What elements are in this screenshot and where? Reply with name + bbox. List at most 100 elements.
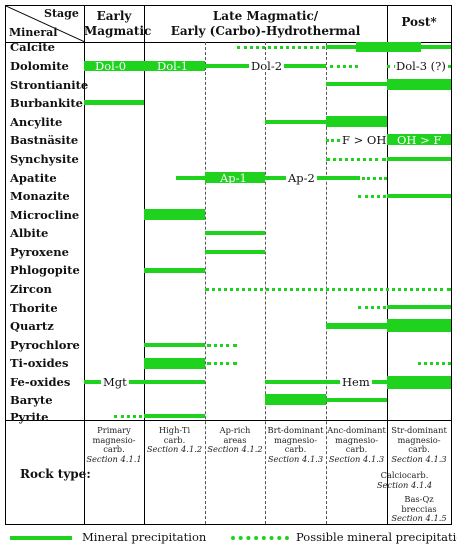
label-f-oh: F > OH (341, 133, 388, 147)
rock-c1-section: Section 4.1.1 (86, 453, 142, 464)
legend-solid-text: Mineral precipitation (82, 530, 207, 544)
early-header-line2: Magmatic (84, 24, 152, 38)
rock-c6c-l2: breccias (401, 503, 437, 514)
late-header-line1: Late Magmatic/ (212, 9, 319, 23)
rock-c1-l3: carb. (103, 444, 125, 454)
phlogopite-bar (144, 268, 205, 273)
thorite-possible (358, 306, 386, 309)
rock-c2-l2: carb. (163, 434, 186, 445)
col-divider-post (387, 6, 388, 524)
legend-dotted-text: Possible mineral precipitation (296, 530, 457, 544)
rock-c5-l2: magnesio- (334, 434, 379, 445)
mineral-dolomite: Dolomite (10, 59, 69, 73)
rock-col-6: Str-dominant magnesio- carb. Section 4.1… (387, 425, 451, 464)
rock-c3-l2: areas (223, 434, 247, 445)
mineral-monazite: Monazite (10, 189, 70, 203)
ti-oxides-bar (144, 358, 205, 369)
rock-c4-l1: Brt-dominant (267, 425, 324, 435)
bastnasite-possible (326, 139, 340, 142)
mineral-burbankite: Burbankite (10, 96, 83, 110)
fe-oxides-mgt-bar (84, 380, 205, 384)
mineral-quartz: Quartz (10, 319, 54, 333)
rock-c4-l3: carb. (284, 444, 307, 454)
label-ap1: Ap-1 (220, 171, 247, 185)
fe-oxides-hem-bar (265, 380, 387, 384)
rock-col-6b: Calciocarb. Section 4.1.4 (358, 470, 451, 490)
post-header: Post* (401, 15, 437, 29)
synchysite-possible (326, 158, 386, 161)
apatite-bar-1 (176, 176, 205, 180)
corner-diagonal (6, 6, 85, 42)
strontianite-bar-2 (387, 79, 451, 90)
mineral-pyrochlore: Pyrochlore (10, 338, 80, 352)
rock-col-6c: Bas-Qz breccias Section 4.1.5 (387, 494, 451, 524)
burbankite-bar (84, 100, 144, 105)
rock-c2-l1: High-Ti (158, 425, 191, 435)
label-dol3: Dol-3 (?) (395, 59, 447, 73)
col-divider-dash-2 (265, 42, 266, 524)
rock-c3-l1: Ap-rich (219, 425, 251, 435)
mineral-phlogopite: Phlogopite (10, 263, 80, 277)
mineral-thorite: Thorite (10, 301, 58, 315)
ancylite-bar-1 (265, 120, 326, 124)
rock-col-2: High-Ti carb. Section 4.1.2 (144, 425, 205, 455)
pyrite-possible (114, 415, 142, 418)
rock-c5-l1: Anc-dominant (327, 425, 386, 435)
rock-c6c-section: Section 4.1.5 (391, 513, 447, 523)
microcline-bar (144, 209, 205, 220)
stage-header: Stage (44, 7, 79, 20)
dolomite-possible (330, 65, 358, 68)
mineral-pyrite: Pyrite (10, 410, 49, 424)
synchysite-bar (387, 157, 451, 161)
label-hem: Hem (340, 375, 372, 389)
dolomite-dol1-bar (144, 61, 205, 71)
legend-dotted-line (231, 536, 289, 540)
mineral-calcite: Calcite (10, 40, 55, 54)
col-divider-mineral (84, 6, 85, 524)
rock-divider (6, 420, 451, 421)
quartz-bar-2 (387, 319, 451, 332)
ancylite-bar-2 (326, 116, 387, 127)
rock-c1-l1: Primary (97, 425, 131, 435)
rock-c3-section: Section 4.1.2 (207, 444, 263, 454)
rock-c5-l3: carb. (345, 444, 368, 454)
mineral-bastn-site: Bastnäsite (10, 133, 79, 147)
mineral-microcline: Microcline (10, 208, 80, 222)
rock-c6-section: Section 4.1.3 (391, 453, 447, 464)
mineral-zircon: Zircon (10, 282, 52, 296)
calcite-bar-2 (356, 42, 421, 52)
rock-c6-l3: carb. (408, 444, 430, 454)
header-divider (6, 42, 451, 43)
dolomite-dol0-bar (84, 61, 144, 71)
pyrochlore-possible (207, 344, 237, 347)
rock-c6b-l1: Calciocarb. (380, 470, 429, 480)
apatite-possible (362, 177, 387, 180)
rock-col-4: Brt-dominant magnesio- carb. Section 4.1… (265, 425, 326, 464)
col-divider-early (144, 6, 145, 524)
baryte-bar-2 (326, 398, 387, 402)
legend-solid-line (10, 536, 72, 540)
early-header-line1: Early (96, 9, 132, 23)
baryte-bar-1 (265, 394, 326, 405)
label-ap2: Ap-2 (286, 171, 317, 185)
label-oh-f: OH > F (397, 133, 442, 147)
label-dol2: Dol-2 (249, 59, 285, 73)
label-mgt: Mgt (101, 375, 129, 389)
pyrite-bar (144, 414, 205, 418)
rock-c4-l2: magnesio- (273, 434, 318, 445)
paragenesis-diagram: Stage Mineral Early Magmatic Late Magmat… (5, 5, 452, 525)
label-dol0: Dol-0 (95, 59, 127, 73)
zircon-possible (205, 288, 451, 291)
late-header-line2: Early (Carbo)-Hydrothermal (170, 24, 361, 38)
mineral-strontianite: Strontianite (10, 78, 89, 92)
mineral-baryte: Baryte (10, 393, 53, 407)
col-divider-dash-3 (326, 42, 327, 524)
thorite-bar (387, 305, 451, 309)
rock-c1-l2: magnesio- (92, 434, 136, 445)
mineral-ancylite: Ancylite (10, 115, 63, 129)
calcite-bar-3 (421, 45, 451, 49)
bastnasite-bar-2 (387, 134, 451, 145)
rock-col-1: Primary magnesio- carb. Section 4.1.1 (84, 425, 144, 464)
mineral-pyroxene: Pyroxene (10, 245, 69, 259)
monazite-possible (358, 195, 386, 198)
